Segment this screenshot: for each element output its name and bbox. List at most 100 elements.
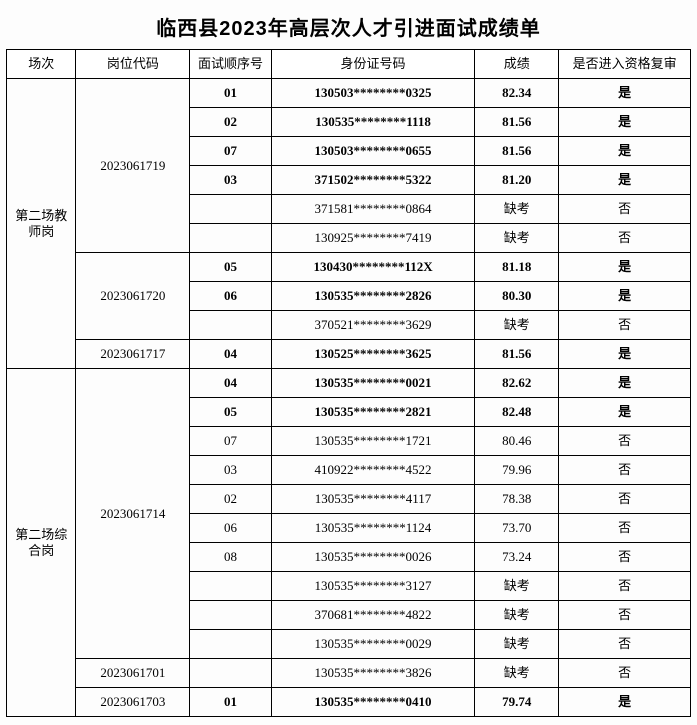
id-cell: 410922********4522 bbox=[271, 456, 475, 485]
pass-cell: 否 bbox=[559, 630, 691, 659]
order-cell: 04 bbox=[190, 340, 271, 369]
code-cell: 2023061703 bbox=[76, 688, 190, 717]
id-cell: 130535********0029 bbox=[271, 630, 475, 659]
pass-cell: 是 bbox=[559, 688, 691, 717]
order-cell: 08 bbox=[190, 543, 271, 572]
id-cell: 130503********0655 bbox=[271, 137, 475, 166]
order-cell bbox=[190, 572, 271, 601]
order-cell: 03 bbox=[190, 456, 271, 485]
score-cell: 81.56 bbox=[475, 340, 559, 369]
score-cell: 81.56 bbox=[475, 108, 559, 137]
id-cell: 130925********7419 bbox=[271, 224, 475, 253]
pass-cell: 否 bbox=[559, 311, 691, 340]
table-row: 第二场综合岗202306171404130535********002182.6… bbox=[7, 369, 691, 398]
pass-cell: 是 bbox=[559, 340, 691, 369]
score-cell: 81.18 bbox=[475, 253, 559, 282]
col-code: 岗位代码 bbox=[76, 50, 190, 79]
id-cell: 130503********0325 bbox=[271, 79, 475, 108]
pass-cell: 否 bbox=[559, 543, 691, 572]
order-cell: 05 bbox=[190, 398, 271, 427]
pass-cell: 否 bbox=[559, 195, 691, 224]
order-cell: 07 bbox=[190, 427, 271, 456]
id-cell: 371502********5322 bbox=[271, 166, 475, 195]
id-cell: 370521********3629 bbox=[271, 311, 475, 340]
id-cell: 130525********3625 bbox=[271, 340, 475, 369]
order-cell bbox=[190, 659, 271, 688]
col-score: 成绩 bbox=[475, 50, 559, 79]
code-cell: 2023061701 bbox=[76, 659, 190, 688]
id-cell: 130535********2821 bbox=[271, 398, 475, 427]
session-cell: 第二场综合岗 bbox=[7, 369, 76, 717]
table-body: 第二场教师岗202306171901130503********032582.3… bbox=[7, 79, 691, 717]
pass-cell: 是 bbox=[559, 282, 691, 311]
score-cell: 80.30 bbox=[475, 282, 559, 311]
table-row: 第二场教师岗202306171901130503********032582.3… bbox=[7, 79, 691, 108]
pass-cell: 否 bbox=[559, 659, 691, 688]
score-cell: 79.74 bbox=[475, 688, 559, 717]
score-cell: 73.70 bbox=[475, 514, 559, 543]
id-cell: 130430********112X bbox=[271, 253, 475, 282]
pass-cell: 是 bbox=[559, 369, 691, 398]
id-cell: 130535********4117 bbox=[271, 485, 475, 514]
order-cell bbox=[190, 195, 271, 224]
pass-cell: 否 bbox=[559, 224, 691, 253]
col-order: 面试顺序号 bbox=[190, 50, 271, 79]
col-session: 场次 bbox=[7, 50, 76, 79]
score-cell: 73.24 bbox=[475, 543, 559, 572]
order-cell: 06 bbox=[190, 514, 271, 543]
id-cell: 130535********2826 bbox=[271, 282, 475, 311]
page-title: 临西县2023年高层次人才引进面试成绩单 bbox=[6, 8, 691, 49]
id-cell: 130535********1124 bbox=[271, 514, 475, 543]
results-table: 场次 岗位代码 面试顺序号 身份证号码 成绩 是否进入资格复审 第二场教师岗20… bbox=[6, 49, 691, 717]
order-cell: 07 bbox=[190, 137, 271, 166]
order-cell: 02 bbox=[190, 485, 271, 514]
score-cell: 缺考 bbox=[475, 311, 559, 340]
code-cell: 2023061720 bbox=[76, 253, 190, 340]
order-cell: 01 bbox=[190, 688, 271, 717]
order-cell bbox=[190, 601, 271, 630]
pass-cell: 否 bbox=[559, 572, 691, 601]
table-row: 202306170301130535********041079.74是 bbox=[7, 688, 691, 717]
pass-cell: 否 bbox=[559, 601, 691, 630]
id-cell: 130535********0410 bbox=[271, 688, 475, 717]
score-cell: 78.38 bbox=[475, 485, 559, 514]
code-cell: 2023061719 bbox=[76, 79, 190, 253]
table-row: 202306172005130430********112X81.18是 bbox=[7, 253, 691, 282]
score-cell: 缺考 bbox=[475, 195, 559, 224]
id-cell: 130535********0021 bbox=[271, 369, 475, 398]
id-cell: 371581********0864 bbox=[271, 195, 475, 224]
id-cell: 130535********1118 bbox=[271, 108, 475, 137]
id-cell: 130535********3127 bbox=[271, 572, 475, 601]
code-cell: 2023061717 bbox=[76, 340, 190, 369]
pass-cell: 是 bbox=[559, 166, 691, 195]
order-cell: 04 bbox=[190, 369, 271, 398]
id-cell: 130535********1721 bbox=[271, 427, 475, 456]
score-cell: 缺考 bbox=[475, 601, 559, 630]
code-cell: 2023061714 bbox=[76, 369, 190, 659]
score-cell: 81.20 bbox=[475, 166, 559, 195]
order-cell bbox=[190, 311, 271, 340]
pass-cell: 否 bbox=[559, 427, 691, 456]
pass-cell: 否 bbox=[559, 514, 691, 543]
pass-cell: 是 bbox=[559, 137, 691, 166]
score-cell: 缺考 bbox=[475, 630, 559, 659]
score-cell: 缺考 bbox=[475, 572, 559, 601]
col-pass: 是否进入资格复审 bbox=[559, 50, 691, 79]
session-cell: 第二场教师岗 bbox=[7, 79, 76, 369]
pass-cell: 否 bbox=[559, 485, 691, 514]
order-cell: 05 bbox=[190, 253, 271, 282]
score-cell: 79.96 bbox=[475, 456, 559, 485]
id-cell: 130535********0026 bbox=[271, 543, 475, 572]
id-cell: 370681********4822 bbox=[271, 601, 475, 630]
score-cell: 缺考 bbox=[475, 224, 559, 253]
pass-cell: 是 bbox=[559, 108, 691, 137]
pass-cell: 否 bbox=[559, 456, 691, 485]
order-cell: 01 bbox=[190, 79, 271, 108]
score-cell: 82.34 bbox=[475, 79, 559, 108]
order-cell: 03 bbox=[190, 166, 271, 195]
score-cell: 80.46 bbox=[475, 427, 559, 456]
pass-cell: 是 bbox=[559, 79, 691, 108]
score-cell: 缺考 bbox=[475, 659, 559, 688]
score-cell: 81.56 bbox=[475, 137, 559, 166]
score-cell: 82.48 bbox=[475, 398, 559, 427]
